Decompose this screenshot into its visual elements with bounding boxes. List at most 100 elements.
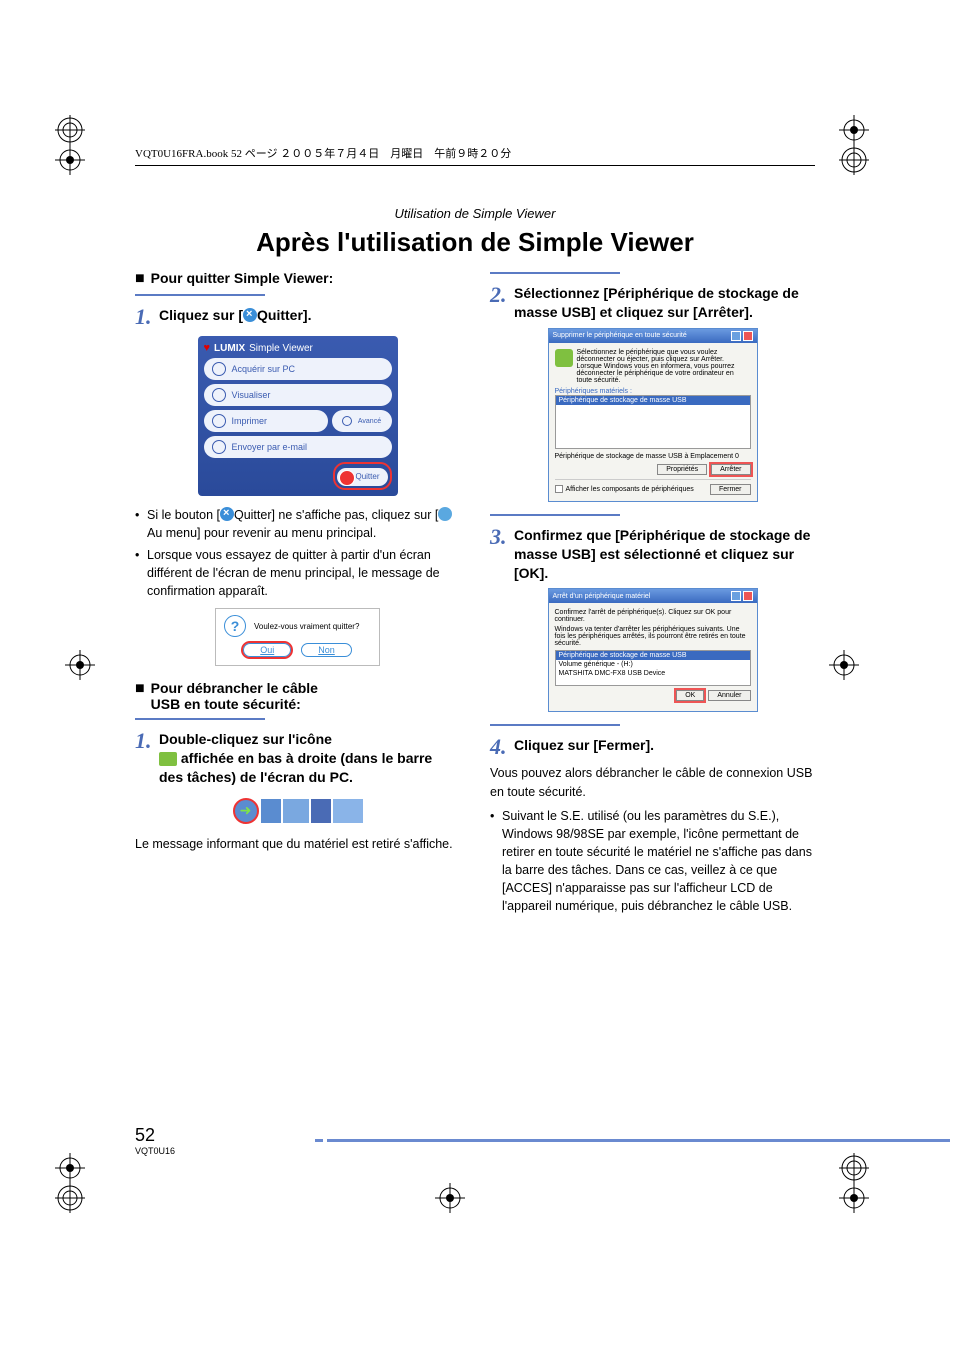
step-number: 4. — [490, 736, 514, 758]
step-number: 1. — [135, 730, 159, 787]
heading-underline — [135, 294, 265, 296]
stop-device-window: Arrêt d'un périphérique matériel Confirm… — [548, 588, 758, 712]
list-label: Périphériques matériels : — [555, 388, 751, 395]
tray-safely-remove-icon[interactable]: ➜ — [233, 798, 259, 824]
regmark-cross-icon — [435, 1183, 465, 1213]
confirm-dialog: ? Voulez-vous vraiment quitter? Oui Non — [215, 608, 380, 666]
image-icon — [212, 388, 226, 402]
simple-viewer-window: ♥ LUMIX Simple Viewer Acquérir sur PC Vi… — [198, 336, 398, 496]
window-desc: Sélectionnez le périphérique que vous vo… — [577, 349, 751, 384]
regmark-cross-icon — [55, 1153, 85, 1183]
regmark-circle-icon — [55, 1183, 85, 1213]
step1-text-b: Quitter]. — [257, 307, 311, 323]
plus-icon — [342, 416, 352, 426]
window-title: Supprimer le périphérique en toute sécur… — [553, 332, 687, 339]
note-confirm: Lorsque vous essayez de quitter à partir… — [135, 546, 460, 600]
quit-highlight: Quitter — [333, 462, 391, 490]
list-item[interactable]: MATSHITA DMC-FX8 USB Device — [556, 669, 750, 678]
win2-line2: Windows va tenter d'arrêter les périphér… — [555, 626, 751, 647]
safely-remove-window: Supprimer le périphérique en toute sécur… — [548, 328, 758, 502]
stop-button[interactable]: Arrêter — [711, 464, 750, 475]
step-4: 4. Cliquez sur [Fermer]. — [490, 736, 815, 758]
heading-usb: ■ Pour débrancher le câble USB en toute … — [135, 680, 460, 712]
close-button[interactable]: Fermer — [710, 484, 751, 495]
list-item[interactable]: Volume générique - (H:) — [556, 660, 750, 669]
list-item-selected[interactable]: Périphérique de stockage de masse USB — [556, 651, 750, 660]
close-icon — [243, 308, 257, 322]
taskbar-mock: ➜ — [233, 797, 363, 825]
heading-underline — [490, 514, 620, 516]
sv-advanced-button[interactable]: Avancé — [332, 410, 392, 432]
page-content: VQT0U16FRA.book 52 ページ ２００５年７月４日 月曜日 午前９… — [135, 145, 815, 919]
step4-note: Suivant le S.E. utilisé (ou les paramètr… — [490, 807, 815, 916]
msg-after-remove: Le message informant que du matériel est… — [135, 835, 460, 853]
sv-view-button[interactable]: Visualiser — [204, 384, 392, 406]
chapter-heading: Utilisation de Simple Viewer — [135, 206, 815, 221]
step-number: 3. — [490, 526, 514, 583]
regmark-cross-icon — [839, 1183, 869, 1213]
regmark-circle-icon — [839, 1153, 869, 1183]
question-icon: ? — [224, 615, 246, 637]
taskbar-slot — [311, 799, 331, 823]
lumix-heart-icon: ♥ — [204, 342, 211, 354]
step-1b: 1. Double-cliquez sur l'icône affichée e… — [135, 730, 460, 787]
ok-button[interactable]: OK — [676, 690, 704, 701]
show-components-checkbox[interactable]: Afficher les composants de périphériques — [555, 485, 694, 493]
taskbar-slot — [261, 799, 281, 823]
doc-code: VQT0U16 — [135, 1146, 175, 1156]
device-list[interactable]: Périphérique de stockage de masse USB — [555, 395, 751, 449]
regmark-cross-icon — [65, 650, 95, 680]
confirm-no-button[interactable]: Non — [301, 643, 352, 657]
properties-button[interactable]: Propriétés — [657, 464, 707, 475]
taskbar-slot — [333, 799, 363, 823]
camera-icon — [212, 362, 226, 376]
heading-quit: ■Pour quitter Simple Viewer: — [135, 270, 460, 288]
taskbar-slot — [283, 799, 309, 823]
win2-line1: Confirmez l'arrêt de périphérique(s). Cl… — [555, 609, 751, 623]
regmark-cross-icon — [55, 145, 85, 175]
regmark-circle-icon — [839, 145, 869, 175]
step-2: 2. Sélectionnez [Périphérique de stockag… — [490, 284, 815, 322]
confirm-yes-button[interactable]: Oui — [243, 643, 291, 657]
help-icon[interactable] — [731, 331, 741, 341]
step-3: 3. Confirmez que [Périphérique de stocka… — [490, 526, 815, 583]
sv-email-button[interactable]: Envoyer par e-mail — [204, 436, 392, 458]
help-icon[interactable] — [731, 591, 741, 601]
right-column: 2. Sélectionnez [Périphérique de stockag… — [490, 266, 815, 919]
sv-quit-button[interactable]: Quitter — [337, 468, 387, 486]
device-list[interactable]: Périphérique de stockage de masse USB Vo… — [555, 650, 751, 686]
menu-icon — [438, 507, 452, 521]
regmark-circle-icon — [55, 115, 85, 145]
note-quit-hidden: Si le bouton [Quitter] ne s'affiche pas,… — [135, 506, 460, 542]
sv-print-button[interactable]: Imprimer — [204, 410, 328, 432]
footer-rule — [315, 1139, 950, 1142]
heading-underline — [135, 718, 265, 720]
step-1: 1. Cliquez sur [ Quitter]. — [135, 306, 460, 328]
step1b-line1: Double-cliquez sur l'icône — [159, 731, 332, 747]
step1b-line2: affichée en bas à droite (dans le barre … — [159, 750, 432, 785]
list-item-selected[interactable]: Périphérique de stockage de masse USB — [556, 396, 750, 405]
mail-icon — [212, 440, 226, 454]
close-icon[interactable] — [743, 331, 753, 341]
left-column: ■Pour quitter Simple Viewer: 1. Cliquez … — [135, 266, 460, 919]
sv-acquire-button[interactable]: Acquérir sur PC — [204, 358, 392, 380]
regmark-cross-icon — [839, 115, 869, 145]
device-icon — [555, 349, 573, 367]
confirm-text: Voulez-vous vraiment quitter? — [254, 622, 359, 631]
step1-text-a: Cliquez sur [ — [159, 307, 243, 323]
regmark-cross-icon — [829, 650, 859, 680]
printer-icon — [212, 414, 226, 428]
simple-viewer-title: ♥ LUMIX Simple Viewer — [204, 342, 392, 354]
close-icon[interactable] — [743, 591, 753, 601]
list-subtext: Périphérique de stockage de masse USB à … — [555, 453, 751, 460]
page-number: 52 — [135, 1125, 175, 1146]
step-number: 2. — [490, 284, 514, 322]
cancel-button[interactable]: Annuler — [708, 690, 750, 701]
window-title: Arrêt d'un périphérique matériel — [553, 593, 651, 600]
step-number: 1. — [135, 306, 159, 328]
file-header-line: VQT0U16FRA.book 52 ページ ２００５年７月４日 月曜日 午前９… — [135, 145, 815, 166]
heading-underline — [490, 272, 620, 274]
close-icon — [220, 507, 234, 521]
safely-remove-icon — [159, 752, 177, 766]
heading-underline — [490, 724, 620, 726]
